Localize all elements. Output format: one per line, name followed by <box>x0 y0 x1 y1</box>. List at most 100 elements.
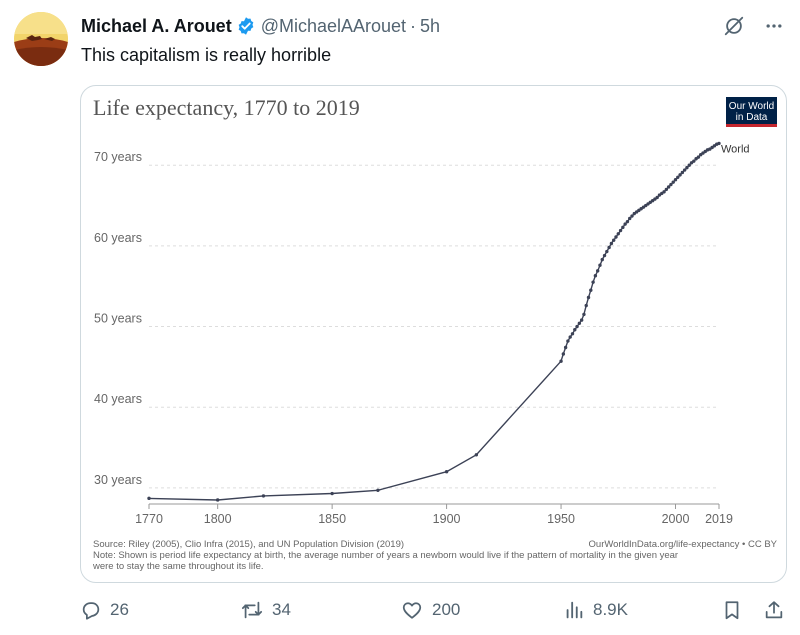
data-point <box>609 241 614 246</box>
data-point <box>582 312 586 317</box>
x-tick-label: 1900 <box>433 512 461 526</box>
data-point <box>655 195 659 200</box>
data-point <box>687 163 691 167</box>
data-point <box>566 339 570 343</box>
data-point <box>611 238 616 242</box>
tweet-header: Michael A. Arouet @MichaelAArouet · 5h <box>81 14 440 38</box>
data-point <box>591 280 595 284</box>
y-tick-label: 60 years <box>94 231 142 245</box>
grok-icon[interactable] <box>722 14 746 38</box>
data-point <box>662 190 666 194</box>
data-point <box>630 214 634 218</box>
data-point <box>682 168 687 172</box>
data-point <box>678 173 682 177</box>
tweet-media-chart[interactable]: Life expectancy, 1770 to 2019 Our World … <box>80 85 787 583</box>
avatar[interactable] <box>14 12 68 66</box>
x-axis: 1770 1800 1850 1900 1950 2000 2019 <box>135 503 733 526</box>
data-point <box>586 295 591 300</box>
y-tick-label: 40 years <box>94 392 142 406</box>
share-icon <box>765 601 783 619</box>
data-point <box>330 491 334 496</box>
data-point <box>602 253 607 258</box>
verified-badge-icon <box>236 16 256 36</box>
owid-logo[interactable]: Our World in Data <box>726 97 777 127</box>
x-tick-label: 1850 <box>318 512 346 526</box>
series-line <box>148 142 720 501</box>
data-point <box>584 303 588 308</box>
logo-line1: Our World <box>729 101 774 112</box>
y-tick-label: 70 years <box>94 150 142 164</box>
tweet-top-actions <box>722 14 786 38</box>
data-point <box>577 321 582 326</box>
data-point <box>621 225 625 230</box>
data-point <box>673 178 678 182</box>
data-point <box>575 324 579 329</box>
data-point <box>717 141 721 146</box>
like-count: 200 <box>432 600 461 619</box>
y-tick-label: 30 years <box>94 473 142 487</box>
x-tick-label: 1950 <box>547 512 575 526</box>
like-button[interactable]: 200 <box>400 599 460 621</box>
data-point <box>618 228 623 233</box>
data-point <box>573 328 577 332</box>
data-point <box>570 332 575 336</box>
x-tick-label: 2000 <box>662 512 690 526</box>
chart-note-line2: were to stay the same throughout its lif… <box>92 561 264 572</box>
data-point <box>568 335 572 339</box>
retweet-button[interactable]: 34 <box>240 599 291 621</box>
data-point <box>666 185 671 189</box>
chart-title: Life expectancy, 1770 to 2019 <box>93 95 360 120</box>
data-point <box>215 498 220 502</box>
author-name[interactable]: Michael A. Arouet <box>81 15 232 36</box>
data-point <box>589 288 593 292</box>
data-point <box>261 494 266 498</box>
y-axis-labels: 30 years 40 years 50 years 60 years 70 years <box>94 150 142 487</box>
data-point <box>616 232 620 236</box>
x-tick-label: 1800 <box>204 512 232 526</box>
data-point <box>696 155 701 159</box>
life-expectancy-chart: Life expectancy, 1770 to 2019 Our World … <box>92 95 778 572</box>
series-label: World <box>721 143 750 155</box>
data-point <box>559 359 563 363</box>
tweet-text: This capitalism is really horrible <box>81 45 332 65</box>
timestamp[interactable]: 5h <box>420 15 441 36</box>
share-button[interactable] <box>763 599 785 621</box>
data-point <box>669 182 673 187</box>
data-point <box>625 219 630 224</box>
chart-note-line1: Note: Shown is period life expectancy at… <box>93 550 678 561</box>
more-icon[interactable] <box>762 14 786 38</box>
author-handle[interactable]: @MichaelAArouet <box>260 15 407 36</box>
data-point <box>376 488 380 492</box>
data-point <box>563 345 568 350</box>
chart-source: Source: Riley (2005), Clio Infra (2015),… <box>93 539 404 550</box>
reply-count: 26 <box>110 600 129 619</box>
data-point <box>692 159 696 163</box>
data-point <box>664 187 669 192</box>
data-point <box>579 318 584 322</box>
chart-series: World <box>147 141 750 502</box>
logo-line2: in Data <box>736 112 768 123</box>
data-point <box>598 263 602 267</box>
data-point <box>614 235 618 239</box>
data-point <box>671 180 675 184</box>
data-point <box>623 222 627 226</box>
data-point <box>680 170 685 175</box>
tweet-action-bar: 26 34 200 8.9K <box>80 599 790 629</box>
separator-dot: · <box>410 15 417 36</box>
data-point <box>676 175 680 179</box>
data-point <box>685 165 689 170</box>
retweet-count: 34 <box>272 600 291 619</box>
chart-url-credit[interactable]: OurWorldInData.org/life-expectancy • CC … <box>589 539 778 550</box>
data-point <box>628 216 632 221</box>
data-point <box>605 249 609 254</box>
views-button[interactable]: 8.9K <box>563 599 628 621</box>
data-point <box>595 269 600 273</box>
data-point <box>593 274 598 278</box>
bookmark-button[interactable] <box>721 599 743 621</box>
like-icon <box>402 602 422 619</box>
views-icon <box>566 601 583 619</box>
reply-button[interactable]: 26 <box>80 599 129 621</box>
y-tick-label: 50 years <box>94 312 142 326</box>
chart-gridlines <box>149 164 719 489</box>
data-point <box>561 352 566 356</box>
